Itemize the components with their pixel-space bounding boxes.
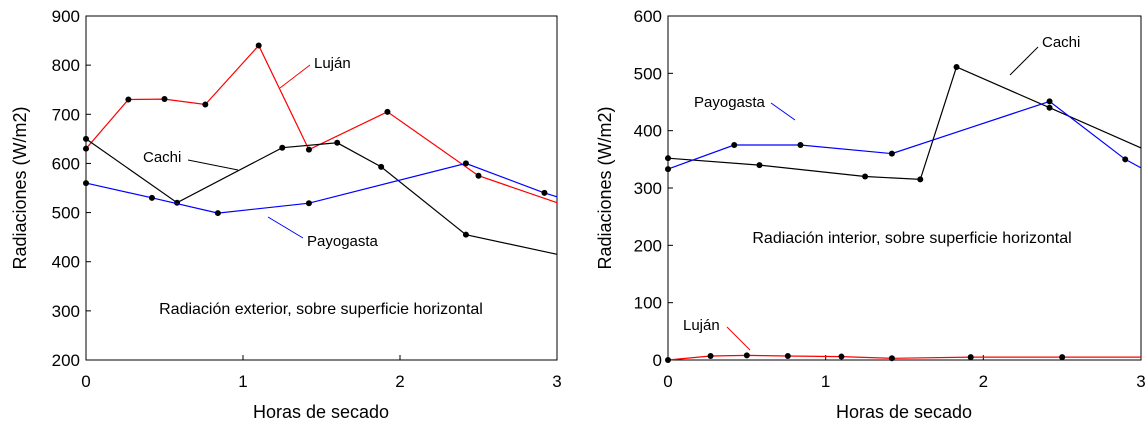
data-point-lujan <box>255 42 262 49</box>
data-point-lujan <box>743 352 750 359</box>
y-tick-label: 400 <box>634 122 662 141</box>
x-tick-label: 1 <box>238 372 247 391</box>
data-point-lujan <box>707 352 714 359</box>
data-point-payogasta <box>148 194 155 201</box>
data-point-lujan <box>202 101 209 108</box>
y-tick-label: 600 <box>634 7 662 26</box>
leader-line-payogasta <box>770 102 796 121</box>
y-tick-label: 0 <box>653 351 662 370</box>
leader-line-lujan <box>279 64 311 89</box>
y-tick-label: 600 <box>52 154 80 173</box>
series-line-payogasta <box>667 100 1142 170</box>
x-tick-label: 0 <box>663 372 672 391</box>
y-tick-label: 400 <box>52 253 80 272</box>
leader-line-lujan <box>726 326 751 351</box>
plot-area-frame <box>667 15 1142 361</box>
y-tick-label: 300 <box>52 302 80 321</box>
data-point-payogasta <box>462 160 469 167</box>
leader-line-payogasta <box>267 216 304 239</box>
chart-annotation: Radiación exterior, sobre superficie hor… <box>159 301 483 318</box>
series-label-cachi: Cachi <box>143 149 181 166</box>
x-tick-label: 2 <box>395 372 404 391</box>
data-point-cachi <box>665 155 671 162</box>
data-point-cachi <box>756 162 763 169</box>
data-point-payogasta <box>214 210 221 217</box>
data-point-cachi <box>83 135 89 142</box>
data-point-payogasta <box>541 189 548 196</box>
data-point-lujan <box>784 352 791 359</box>
y-tick-label: 300 <box>634 179 662 198</box>
data-point-cachi <box>917 176 924 183</box>
data-point-payogasta <box>1046 98 1053 105</box>
data-point-cachi <box>378 163 385 170</box>
data-point-lujan <box>888 355 895 362</box>
x-tick-label: 3 <box>552 372 561 391</box>
y-tick-label: 100 <box>634 294 662 313</box>
x-tick-label: 3 <box>1136 372 1145 391</box>
x-tick-label: 1 <box>821 372 830 391</box>
data-point-lujan <box>1059 354 1066 361</box>
y-axis-title: Radiaciones (W/m2) <box>10 106 30 269</box>
y-tick-label: 900 <box>52 7 80 26</box>
data-point-lujan <box>161 96 168 103</box>
data-point-lujan <box>305 146 312 153</box>
data-point-payogasta <box>731 142 738 148</box>
x-tick-label: 2 <box>979 372 988 391</box>
data-point-lujan <box>125 96 132 103</box>
data-point-lujan <box>967 354 974 361</box>
data-point-payogasta <box>797 142 804 148</box>
leader-line-cachi <box>187 159 239 171</box>
series-label-cachi: Cachi <box>1042 34 1080 51</box>
series-line-lujan <box>667 354 1141 361</box>
y-tick-label: 500 <box>634 64 662 83</box>
y-tick-label: 800 <box>52 56 80 75</box>
series-label-lujan: Luján <box>683 317 720 334</box>
data-point-cachi <box>953 64 960 71</box>
series-label-payogasta: Payogasta <box>694 94 766 111</box>
data-point-lujan <box>475 172 482 179</box>
data-point-cachi <box>1046 104 1053 111</box>
leader-line-cachi <box>1009 46 1039 76</box>
series-line-cachi <box>667 66 1142 181</box>
data-point-cachi <box>462 231 469 238</box>
data-point-payogasta <box>665 166 671 173</box>
y-axis-title: Radiaciones (W/m2) <box>595 106 615 269</box>
data-point-cachi <box>279 144 286 151</box>
data-point-lujan <box>665 357 671 363</box>
x-axis-title: Horas de secado <box>836 402 972 422</box>
data-point-payogasta <box>305 200 312 207</box>
data-point-lujan <box>838 353 845 360</box>
data-point-cachi <box>334 139 341 146</box>
data-point-payogasta <box>1122 156 1129 163</box>
data-point-cachi <box>862 173 869 180</box>
data-point-lujan <box>83 145 89 152</box>
data-point-payogasta <box>888 150 895 157</box>
x-tick-label: 0 <box>81 372 90 391</box>
x-axis-title: Horas de secado <box>253 402 389 422</box>
plot-area-frame <box>85 15 558 361</box>
y-tick-label: 200 <box>634 236 662 255</box>
y-tick-label: 500 <box>52 204 80 223</box>
chart-annotation: Radiación interior, sobre superficie hor… <box>752 230 1071 247</box>
interior-radiation-chart: 0 100 200 300 400 500 600 0 1 2 3 Radiaciones (W/m… <box>595 7 1146 422</box>
exterior-radiation-chart: 200 300 400 500 600 700 800 900 0 1 2 3 Radiaciones… <box>10 7 562 422</box>
y-tick-label: 700 <box>52 105 80 124</box>
series-label-payogasta: Payogasta <box>307 233 379 250</box>
data-point-payogasta <box>83 180 89 187</box>
y-tick-label: 200 <box>52 351 80 370</box>
series-label-lujan: Luján <box>314 55 351 72</box>
data-point-lujan <box>384 108 391 115</box>
